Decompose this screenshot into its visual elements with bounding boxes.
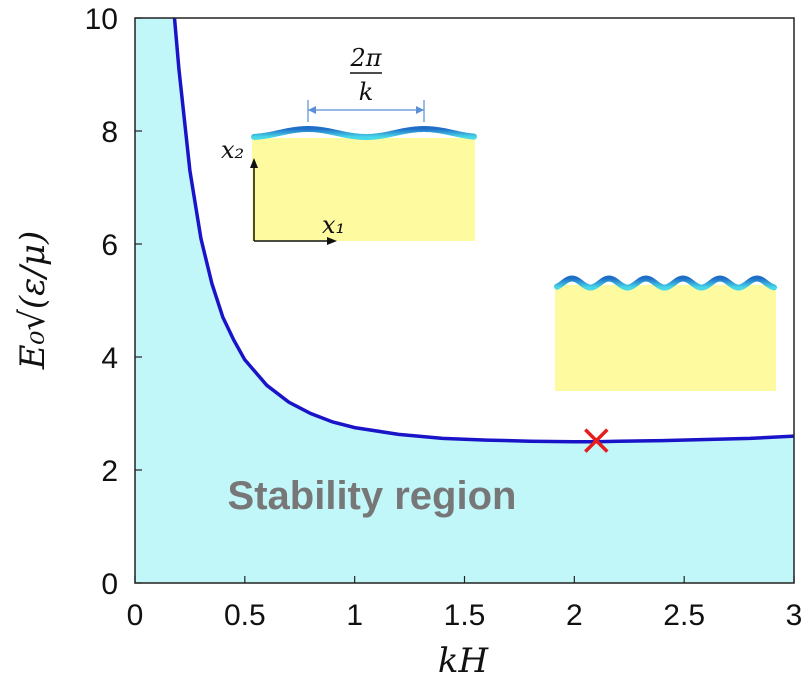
inset-2-film	[554, 275, 777, 291]
inset-2-substrate	[555, 285, 776, 391]
x-tick-label: 0.5	[224, 599, 266, 632]
wavelength-numerator: 2π	[349, 44, 382, 72]
inset-x2-arrowhead	[250, 158, 258, 168]
y-tick-label: 2	[101, 455, 118, 488]
x-tick-label: 0	[127, 599, 144, 632]
y-tick-label: 10	[85, 3, 118, 36]
wavelength-denominator: k	[359, 78, 374, 106]
x-tick-label: 1.5	[444, 599, 486, 632]
x-tick-label: 2.5	[663, 599, 705, 632]
x-axis-label: kH	[438, 641, 490, 681]
wavelength-arrowhead-left	[308, 106, 316, 114]
y-tick-label: 6	[101, 229, 118, 262]
x-tick-label: 2	[566, 599, 583, 632]
x-tick-label: 3	[786, 599, 803, 632]
y-tick-label: 0	[101, 568, 118, 601]
critical-point-marker	[584, 428, 609, 453]
inset-long-wavelength: x₂ x₁ 2π k	[221, 44, 477, 245]
inset-x1-label: x₁	[322, 211, 345, 239]
y-tick-label: 8	[101, 116, 118, 149]
critical-field-curve	[172, 17, 795, 444]
y-axis-ticks: 0 2 4 6 8 10	[85, 3, 142, 601]
critical-point-marker-stroke	[584, 428, 609, 453]
stability-region-label: Stability region	[228, 474, 517, 518]
inset-1-film	[251, 126, 477, 140]
y-tick-label: 4	[101, 342, 118, 375]
inset-1-substrate	[252, 138, 475, 241]
y-axis-label: E₀√(ε/μ)	[13, 231, 53, 370]
x-tick-label: 1	[346, 599, 363, 632]
inset-x2-label: x₂	[221, 136, 244, 164]
inset-short-wavelength	[554, 275, 777, 391]
wavelength-arrowhead-right	[416, 106, 424, 114]
inset-x1-arrowhead	[327, 237, 337, 245]
x-axis-ticks: 0 0.5 1 1.5 2 2.5 3	[127, 576, 803, 632]
